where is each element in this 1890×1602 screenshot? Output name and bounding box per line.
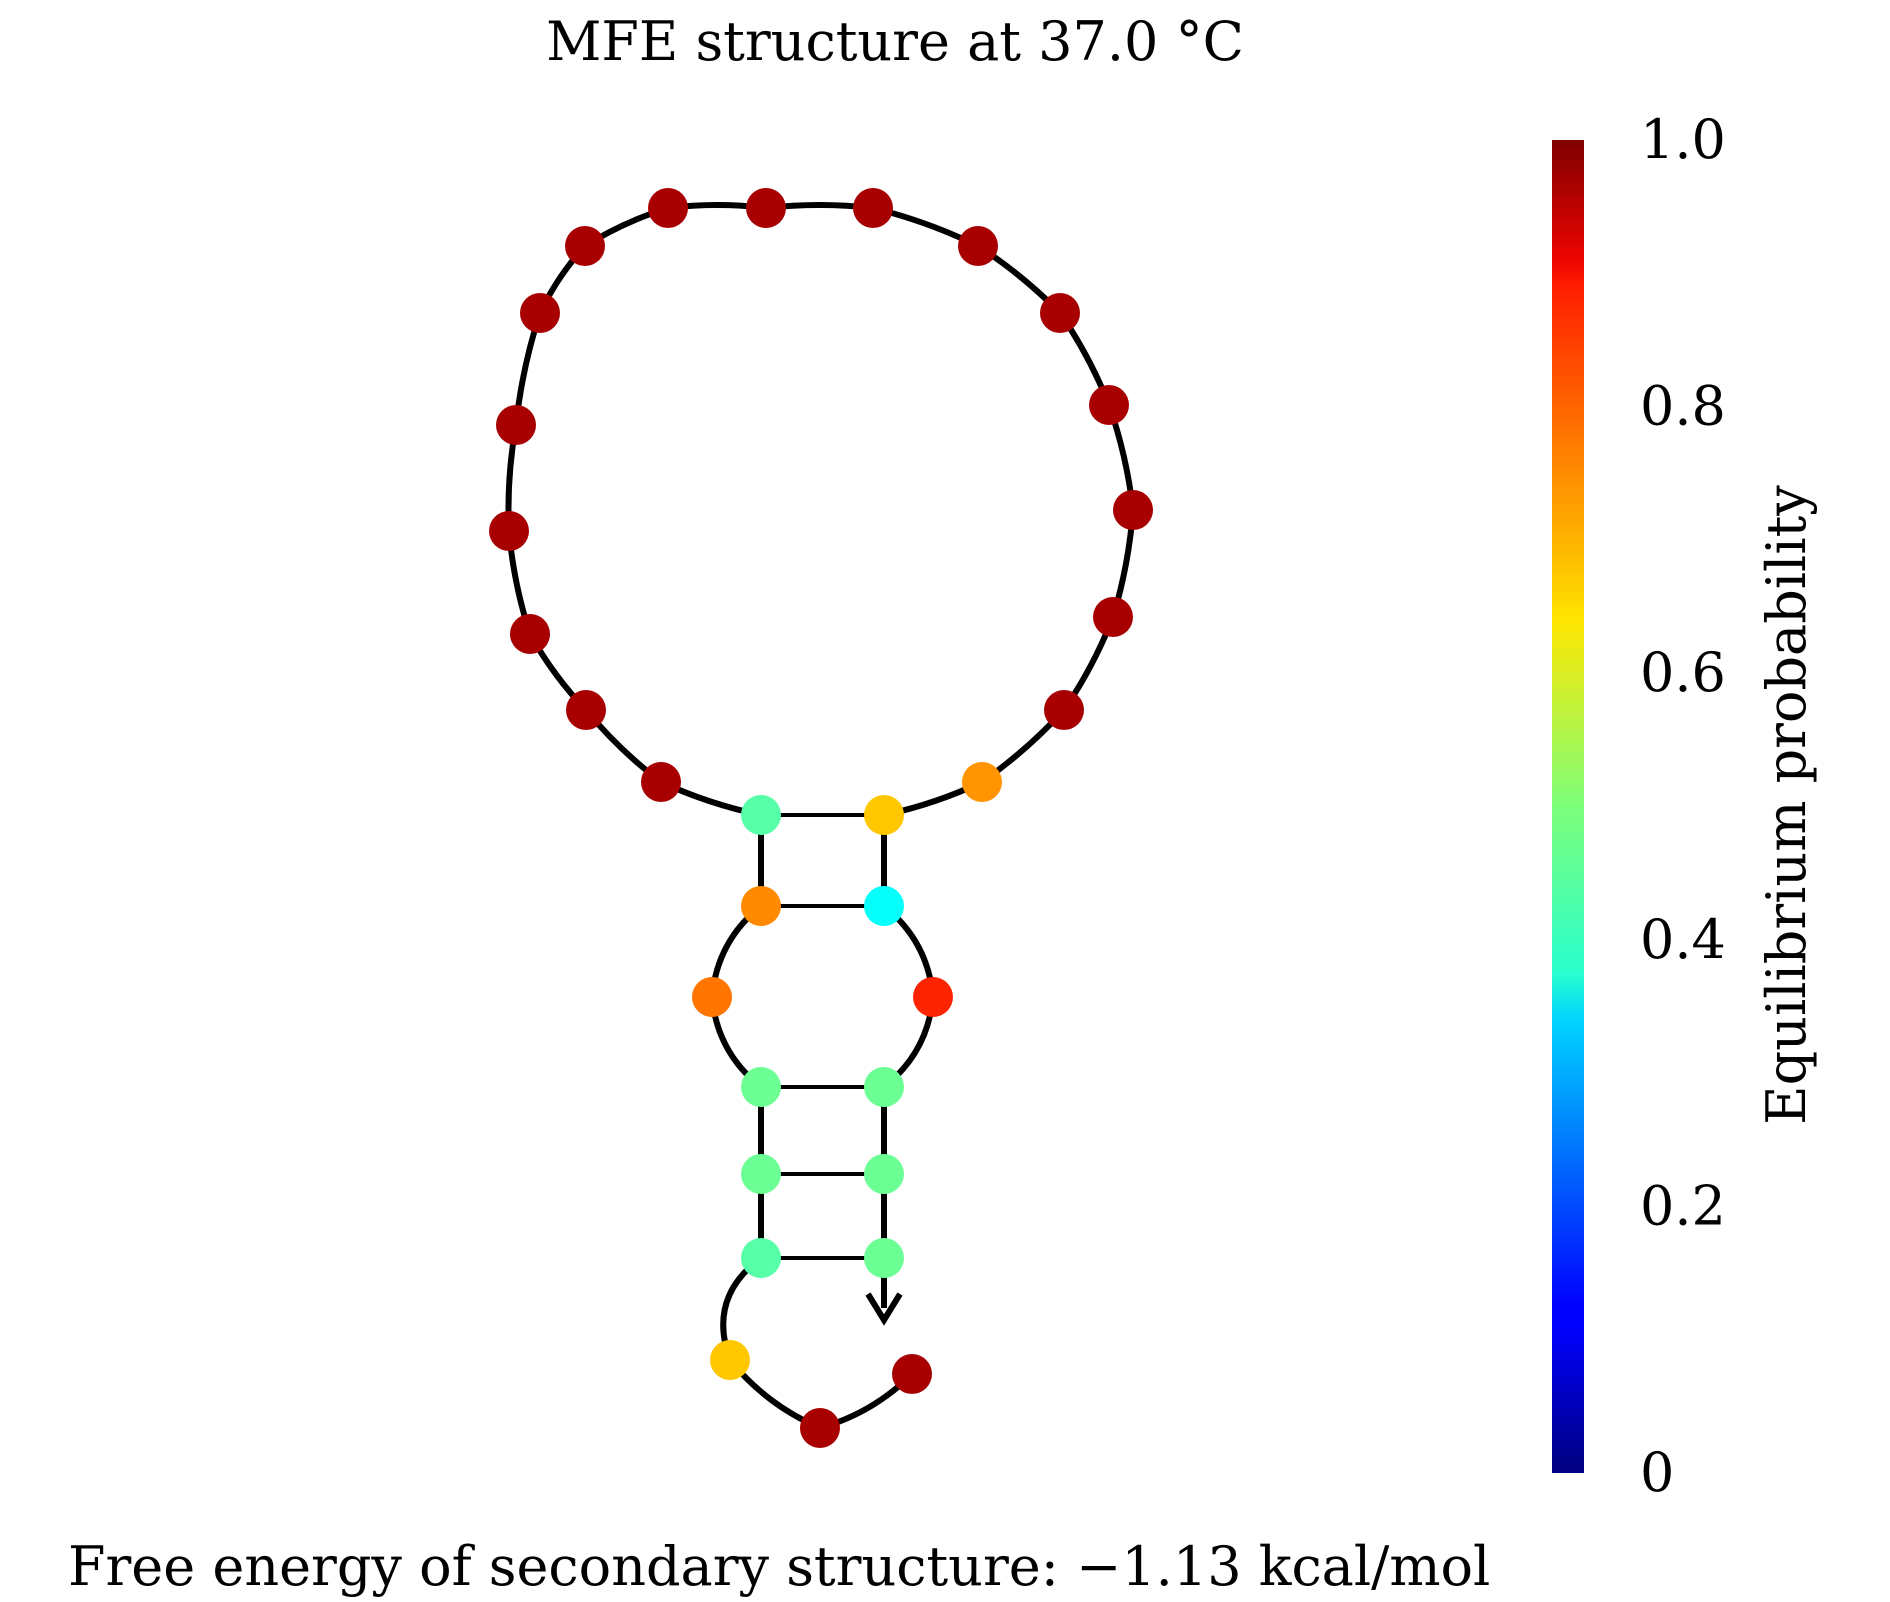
nucleotide [853,188,893,228]
arrow-head [865,1292,903,1326]
colorbar-tick-label: 0.6 [1640,641,1726,704]
nucleotide [1040,293,1080,333]
colorbar-tick-label: 1.0 [1640,108,1726,171]
nucleotide [864,1154,904,1194]
nucleotide [1044,690,1084,730]
colorbar-gradient [1552,140,1584,1473]
nucleotide [741,886,781,926]
nucleotide [496,405,536,445]
nucleotide [800,1408,840,1448]
nucleotide [746,188,786,228]
nucleotide [864,1238,904,1278]
nucleotide [565,226,605,266]
colorbar-tick-label: 0.2 [1640,1174,1726,1237]
base-pairs [761,813,884,1260]
nucleotides [489,188,1153,1448]
nucleotide [648,188,688,228]
nucleotide [1089,385,1129,425]
colorbar-tick-label: 0 [1640,1441,1674,1504]
nucleotide [692,977,732,1017]
colorbar-ticks: 0 0.2 0.4 0.6 0.8 1.0 [1640,108,1726,1504]
strand-end-arrow-icon [865,1292,903,1326]
nucleotide [892,1354,932,1394]
nucleotide [741,1238,781,1278]
figure-title: MFE structure at 37.0 °C [546,10,1244,73]
colorbar-tick-label: 0.4 [1640,908,1726,971]
free-energy-caption: Free energy of secondary structure: −1.1… [68,1535,1490,1598]
nucleotide [741,795,781,835]
nucleotide [1113,490,1153,530]
nucleotide [566,690,606,730]
nucleotide [520,293,560,333]
nucleotide [864,795,904,835]
nucleotide [1093,597,1133,637]
nucleotide [741,1067,781,1107]
nucleotide [864,1067,904,1107]
nucleotide [489,511,529,551]
colorbar-label: Equilibrium probability [1755,485,1818,1125]
nucleotide [710,1340,750,1380]
nucleotide [510,614,550,654]
nucleotide [741,1154,781,1194]
colorbar-tick-label: 0.8 [1640,375,1726,438]
nucleotide [962,762,1002,802]
nucleotide [958,226,998,266]
rna-secondary-structure [489,188,1153,1448]
nucleotide [864,886,904,926]
colorbar: 0 0.2 0.4 0.6 0.8 1.0 Equilibrium probability [1552,108,1818,1504]
nucleotide [641,762,681,802]
nucleotide [913,977,953,1017]
